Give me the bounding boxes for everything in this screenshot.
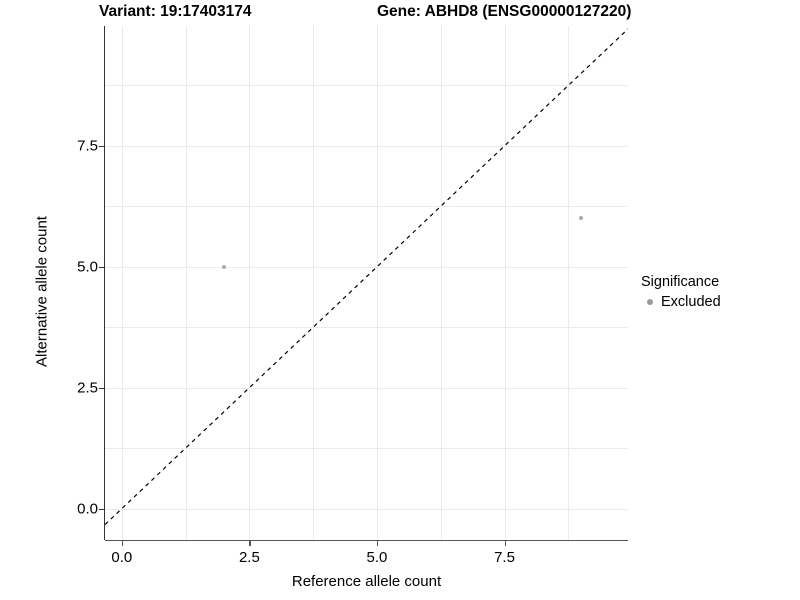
legend-title: Significance [641,274,720,290]
legend-item: Excluded [641,292,721,312]
legend-key-dot-icon [641,293,659,311]
gene-title: Gene: ABHD8 (ENSG00000127220) [377,3,632,20]
x-axis-tick [504,541,506,546]
gridline [105,266,628,268]
gridline [440,26,442,540]
data-point [579,216,584,221]
x-axis-line [105,540,628,542]
gridline [105,85,628,87]
gridline [105,508,628,510]
y-axis-tick [99,387,104,389]
gridline [376,26,378,540]
y-axis-tick-label: 5.0 [77,258,98,276]
y-axis-tick [99,266,104,268]
x-axis-tick [249,541,251,546]
x-axis-tick-label: 7.5 [494,549,515,566]
reference-line [105,28,628,525]
variant-title: Variant: 19:17403174 [99,3,252,20]
data-point [221,264,226,269]
y-axis-tick-label: 7.5 [77,137,98,155]
y-axis-tick [99,145,104,148]
gridline [105,327,628,329]
x-axis-tick [376,541,379,546]
y-axis-tick-label: 2.5 [77,379,98,397]
gridline [105,145,628,147]
gridline [249,26,251,540]
gridline [121,26,123,540]
legend: Significance Excluded [641,272,721,312]
x-axis-tick-label: 0.0 [111,549,133,566]
legend-item-label: Excluded [661,294,721,310]
x-axis-tick [121,541,124,546]
gridline [568,26,570,540]
gridline [313,26,315,540]
y-axis-line [104,26,106,540]
x-axis-tick-label: 2.5 [238,549,260,566]
x-axis-tick-label: 5.0 [366,549,388,566]
plot-panel [105,26,628,540]
legend-items: Excluded [641,292,721,312]
gridline [185,26,187,540]
gridline [105,387,628,389]
gridline [105,448,628,450]
y-axis-tick-label: 0.0 [77,500,98,518]
gridline [105,206,628,208]
identity-reference-line [105,28,628,525]
y-axis-label: Alternative allele count [33,216,51,367]
y-axis-tick [99,508,104,510]
gridline [504,26,506,540]
x-axis-label: Reference allele count [291,573,442,590]
